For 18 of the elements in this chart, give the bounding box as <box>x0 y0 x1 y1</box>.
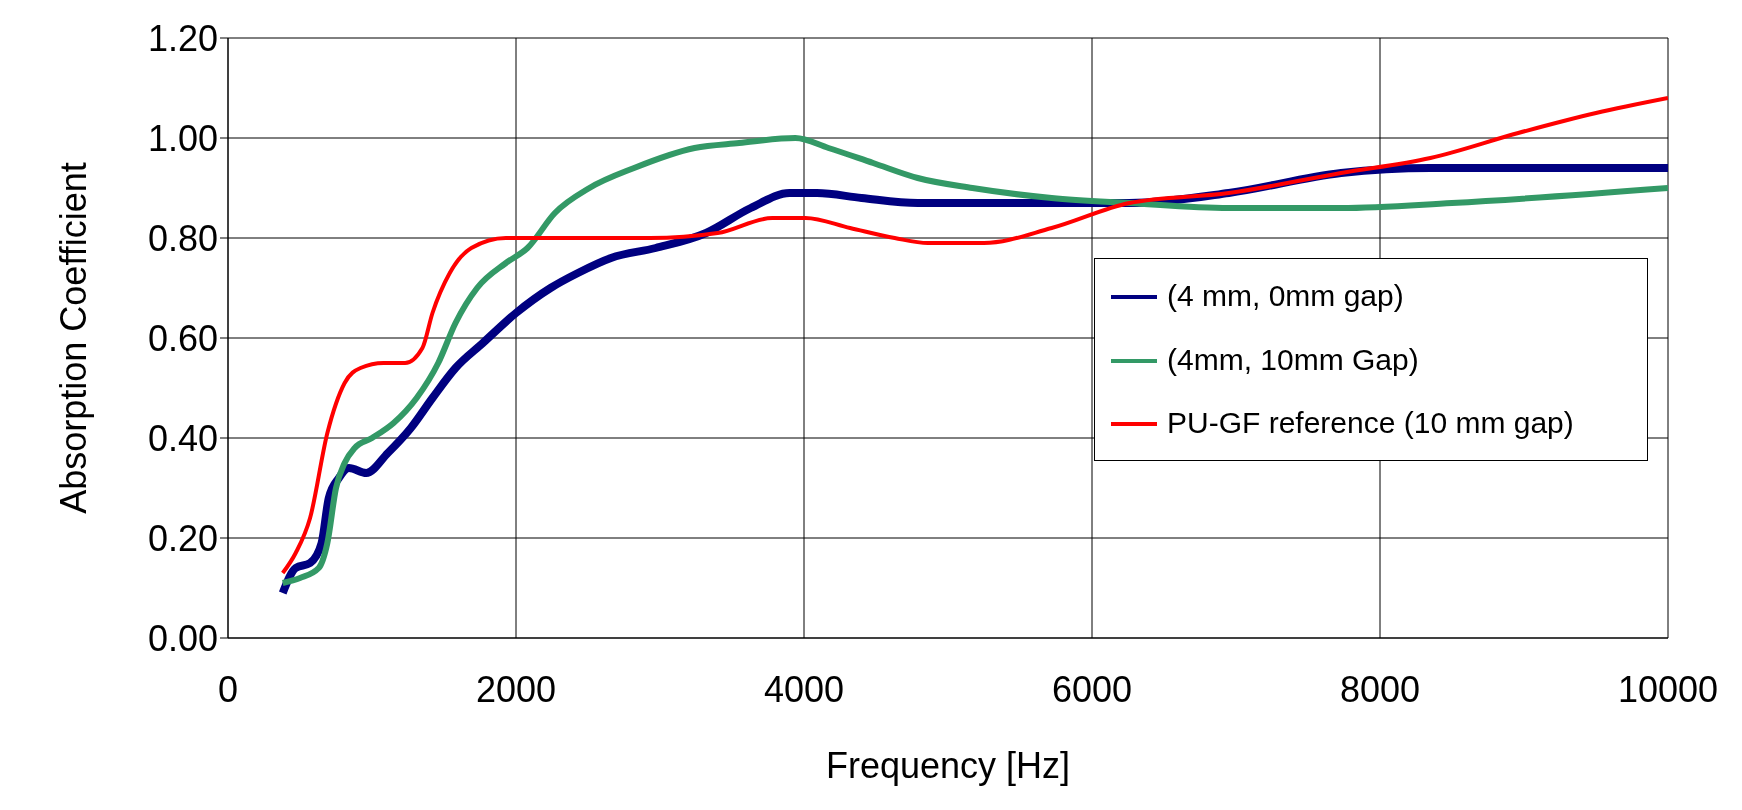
x-tick-label: 2000 <box>475 668 557 710</box>
y-axis-title: Absorption Coefficient <box>52 162 94 514</box>
y-tick-label: 0.20 <box>147 517 218 559</box>
x-axis-title: Frequency [Hz] <box>825 745 1071 786</box>
x-tick-label: 6000 <box>1051 668 1133 710</box>
y-tick-label: 1.00 <box>147 117 218 159</box>
x-tick-label: 0 <box>217 668 239 710</box>
y-tick-label: 0.00 <box>147 617 218 659</box>
y-tick-label: 0.60 <box>147 317 218 359</box>
x-tick-label: 8000 <box>1339 668 1421 710</box>
y-tick-label: 0.40 <box>147 417 218 459</box>
legend-label: PU-GF reference (10 mm gap) <box>1167 405 1574 441</box>
x-tick-label: 4000 <box>763 668 845 710</box>
legend-label: (4mm, 10mm Gap) <box>1167 341 1419 378</box>
x-tick-label: 10000 <box>1617 668 1719 710</box>
y-tick-label: 1.20 <box>147 17 218 59</box>
legend-label: (4 mm, 0mm gap) <box>1167 278 1404 314</box>
y-tick-label: 0.80 <box>147 217 218 259</box>
